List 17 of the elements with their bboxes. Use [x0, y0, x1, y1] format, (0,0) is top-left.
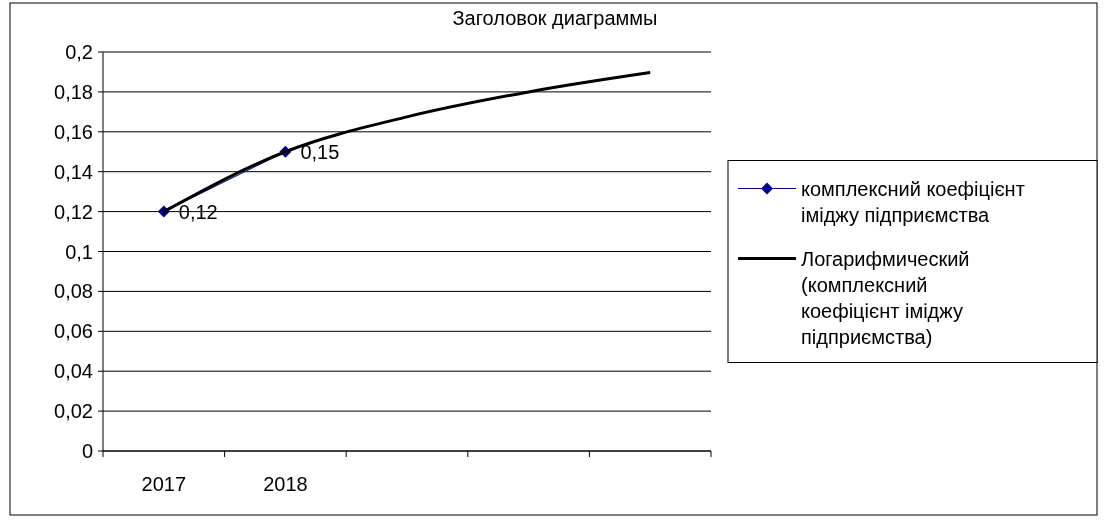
- y-tick-label: 0,1: [65, 240, 93, 263]
- data-label: 0,15: [300, 140, 340, 163]
- y-tick-label: 0,08: [54, 280, 93, 303]
- x-tick-label: 2017: [141, 473, 187, 495]
- y-tick-label: 0,2: [65, 41, 93, 63]
- y-tick-label: 0,14: [54, 160, 93, 183]
- y-tick-label: 0,16: [54, 120, 93, 143]
- y-tick-label: 0,02: [54, 400, 93, 423]
- y-tick-label: 0,06: [54, 320, 93, 343]
- y-tick-label: 0,04: [54, 360, 93, 383]
- y-tick-label: 0: [81, 440, 93, 462]
- chart-title: Заголовок диаграммы: [452, 7, 658, 29]
- y-tick-label: 0,12: [54, 200, 93, 223]
- legend-label: комплексний коефіцієнт іміджу підприємства: [801, 177, 1025, 226]
- x-tick-label: 2018: [263, 473, 308, 495]
- legend-label: Логарифмический (комплексний коефіцієнт іміджу підприємства): [801, 247, 970, 348]
- y-tick-label: 0,18: [54, 80, 93, 103]
